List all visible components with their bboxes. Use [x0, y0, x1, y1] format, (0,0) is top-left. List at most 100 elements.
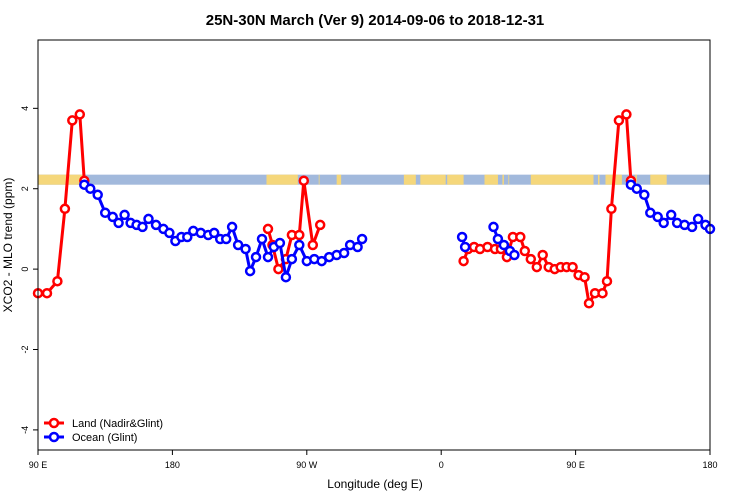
ocean-data-point: [658, 217, 669, 229]
x-axis: 90 E 180 90 W 0 90 E 180: [29, 450, 718, 470]
ocean-data-point: [652, 211, 663, 223]
ocean-data-point: [85, 183, 96, 194]
x-axis-label: Longitude (deg E): [327, 477, 422, 491]
land-data-point: [314, 219, 326, 231]
ocean-data-point: [250, 251, 262, 263]
x-tick-label: 0: [439, 460, 444, 470]
legend-ocean-label: Ocean (Glint): [72, 432, 137, 444]
x-tick-label: 90 W: [296, 460, 318, 470]
land-data-point: [273, 263, 284, 275]
land-band-segment: [266, 174, 298, 185]
ocean-data-point: [232, 239, 244, 251]
legend-land-marker: [48, 417, 60, 429]
ocean-data-point: [113, 217, 124, 229]
land-band-segment: [484, 174, 498, 185]
ocean-data-point: [92, 189, 103, 201]
ocean-data-point: [256, 233, 268, 245]
legend-ocean-marker: [48, 431, 60, 443]
land-band-segment: [447, 174, 464, 185]
ocean-data-point: [639, 189, 650, 201]
ocean-data-point: [220, 233, 232, 245]
legend-land-label: Land (Nadir&Glint): [72, 418, 163, 430]
chart-title: 25N-30N March (Ver 9) 2014-09-06 to 2018…: [206, 12, 545, 29]
y-tick-label: 4: [20, 106, 30, 111]
land-band-segment: [420, 174, 446, 185]
ocean-data-point: [286, 253, 298, 265]
land-data-point: [537, 249, 548, 261]
land-data-point: [531, 261, 543, 273]
y-axis: -4 -2 0 2 4: [20, 106, 38, 434]
ocean-data-point: [294, 239, 305, 251]
land-band-segment: [508, 174, 510, 185]
land-data-point: [307, 239, 319, 251]
ocean-data-point: [356, 233, 368, 245]
x-tick-label: 90 E: [29, 460, 48, 470]
land-data-point: [67, 115, 78, 126]
land-band-segment: [530, 174, 594, 185]
x-tick-label: 90 E: [566, 460, 585, 470]
land-data-point: [519, 245, 531, 257]
land-data-point: [606, 203, 617, 215]
land-data-point: [52, 275, 63, 287]
series-layer: [32, 109, 716, 309]
ocean-data-point: [244, 265, 256, 277]
ocean-data-point: [498, 239, 510, 251]
land-data-point: [525, 253, 537, 265]
ocean-data-point: [338, 247, 350, 259]
land-band-segment: [650, 174, 667, 185]
plot-frame: [37, 39, 711, 451]
land-band-segment: [635, 174, 637, 185]
ocean-data-point: [280, 271, 292, 283]
ocean-data-point: [459, 241, 471, 253]
y-axis-label: XCO2 - MLO trend (ppm): [1, 178, 15, 313]
y-tick-label: -4: [20, 426, 30, 434]
ocean-band: [38, 174, 710, 185]
land-band-segment: [403, 174, 416, 185]
ocean-data-point: [208, 227, 220, 239]
land-data-point: [621, 109, 632, 120]
ocean-data-point: [509, 249, 520, 261]
ocean-data-point: [274, 237, 286, 249]
legend: Land (Nadir&Glint) Ocean (Glint): [44, 417, 163, 444]
land-data-point: [298, 175, 310, 186]
x-tick-label: 180: [165, 460, 180, 470]
ocean-data-point: [240, 243, 251, 255]
ocean-data-point: [107, 211, 118, 223]
land-data-point: [74, 109, 86, 120]
land-data-point: [458, 255, 469, 267]
land-data-point: [601, 275, 613, 287]
x-tick-label: 180: [702, 460, 717, 470]
ocean-data-point: [164, 227, 175, 239]
land-data-point: [41, 287, 53, 299]
ocean-data-point: [226, 221, 238, 233]
ocean-data-point: [692, 213, 704, 225]
y-tick-label: -2: [20, 346, 30, 354]
ocean-data-point: [488, 221, 499, 233]
ocean-data-point: [686, 221, 698, 233]
ocean-data-point: [645, 207, 656, 219]
ocean-data-point: [631, 183, 643, 194]
land-data-point: [59, 203, 71, 215]
ocean-data-point: [262, 251, 274, 263]
land-band-segment: [336, 174, 342, 185]
ocean-data-point: [143, 213, 154, 225]
ocean-data-point: [665, 209, 677, 221]
land-data-point: [567, 261, 578, 273]
land-band-segment: [502, 174, 504, 185]
ocean-data-point: [137, 221, 148, 233]
land-ocean-band: [38, 174, 710, 185]
ocean-data-point: [119, 209, 130, 221]
ocean-data-point: [99, 207, 111, 219]
land-data-point: [579, 271, 590, 283]
ocean-data-point: [352, 241, 363, 253]
ocean-data-point: [316, 255, 327, 267]
y-tick-label: 2: [20, 186, 30, 191]
ocean-data-point: [182, 231, 193, 243]
ocean-data-point: [456, 231, 468, 243]
land-data-point: [515, 231, 526, 243]
ocean-data-point: [492, 233, 504, 245]
y-tick-label: 0: [20, 267, 30, 272]
land-band-segment: [598, 174, 600, 185]
